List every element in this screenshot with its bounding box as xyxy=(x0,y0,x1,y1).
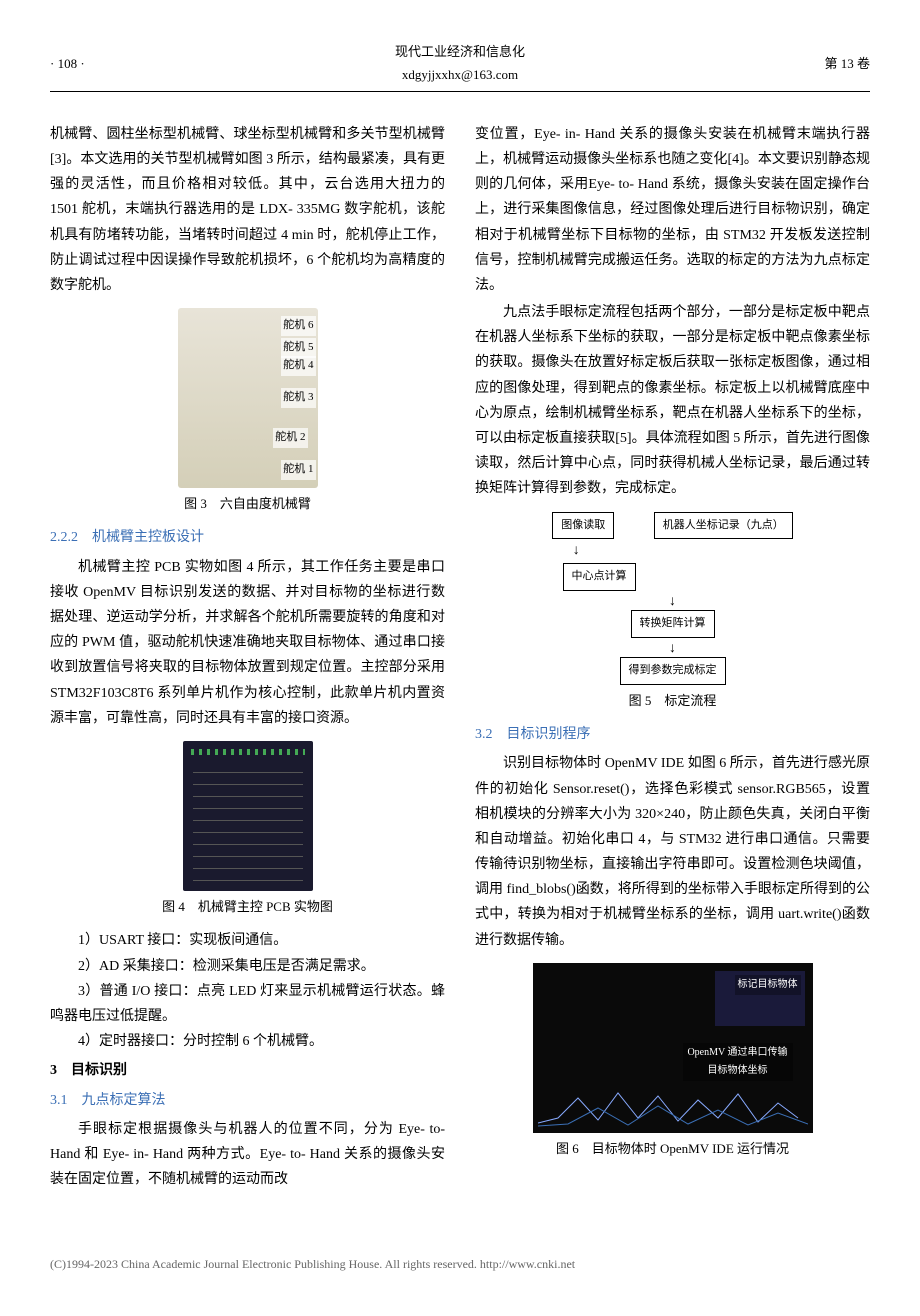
flow-box-5: 得到参数完成标定 xyxy=(620,657,726,685)
section-31: 3.1 九点标定算法 xyxy=(50,1088,445,1113)
servo-label-2: 舵机 2 xyxy=(273,428,307,448)
para-nine-point: 九点法手眼标定流程包括两个部分，一部分是标定板中靶点在机器人坐标系下坐标的获取，… xyxy=(475,300,870,502)
figure-5-caption: 图 5 标定流程 xyxy=(475,689,870,712)
figure-4-image xyxy=(183,741,313,891)
waveform-icon xyxy=(538,1088,808,1128)
para-eye-hand: 变位置，Eye- in- Hand 关系的摄像头安装在机械臂末端执行器上，机械臂… xyxy=(475,122,870,298)
figure-6-caption: 图 6 目标物体时 OpenMV IDE 运行情况 xyxy=(475,1137,870,1160)
page-number: · 108 · xyxy=(50,52,150,75)
servo-label-5: 舵机 5 xyxy=(281,338,315,358)
figure-4: 图 4 机械臂主控 PCB 实物图 xyxy=(50,741,445,918)
para-calibration: 手眼标定根据摄像头与机器人的位置不同，分为 Eye- to- Hand 和 Ey… xyxy=(50,1117,445,1193)
list-item-3: 3）普通 I/O 接口：点亮 LED 灯来显示机械臂运行状态。蜂鸣器电压过低提醒… xyxy=(50,979,445,1029)
content-area: 机械臂、圆柱坐标型机械臂、球坐标型机械臂和多关节型机械臂[3]。本文选用的关节型… xyxy=(50,122,870,1194)
copyright-text: (C)1994-2023 China Academic Journal Elec… xyxy=(50,1257,575,1271)
list-item-4: 4）定时器接口：分时控制 6 个机械臂。 xyxy=(50,1029,445,1054)
figure-6-image: 标记目标物体 OpenMV 通过串口传输目标物体坐标 xyxy=(533,963,813,1133)
figure-5: 图像读取 机器人坐标记录（九点） ↓ 中心点计算 ↓ 转换矩阵计算 ↓ 得到参数… xyxy=(475,512,870,713)
left-column: 机械臂、圆柱坐标型机械臂、球坐标型机械臂和多关节型机械臂[3]。本文选用的关节型… xyxy=(50,122,445,1194)
figure-3-image: 舵机 6 舵机 5 舵机 4 舵机 3 舵机 2 舵机 1 xyxy=(178,308,318,488)
flow-box-1: 图像读取 xyxy=(552,512,614,540)
flow-box-3: 中心点计算 xyxy=(563,563,636,591)
arrow-icon: ↓ xyxy=(533,642,813,656)
page-header: · 108 · 现代工业经济和信息化 xdgyjjxxhx@163.com 第 … xyxy=(50,40,870,92)
section-222: 2.2.2 机械臂主控板设计 xyxy=(50,525,445,550)
servo-label-3: 舵机 3 xyxy=(281,388,315,408)
header-center: 现代工业经济和信息化 xdgyjjxxhx@163.com xyxy=(150,40,770,87)
servo-label-4: 舵机 4 xyxy=(281,356,315,376)
servo-label-6: 舵机 6 xyxy=(281,316,315,336)
list-item-1: 1）USART 接口：实现板间通信。 xyxy=(50,928,445,953)
right-column: 变位置，Eye- in- Hand 关系的摄像头安装在机械臂末端执行器上，机械臂… xyxy=(475,122,870,1194)
para-arm-types: 机械臂、圆柱坐标型机械臂、球坐标型机械臂和多关节型机械臂[3]。本文选用的关节型… xyxy=(50,122,445,298)
list-item-2: 2）AD 采集接口：检测采集电压是否满足需求。 xyxy=(50,954,445,979)
figure-6: 标记目标物体 OpenMV 通过串口传输目标物体坐标 图 6 目标物体时 Ope… xyxy=(475,963,870,1160)
journal-name: 现代工业经济和信息化 xyxy=(150,40,770,63)
fig6-label-1: 标记目标物体 xyxy=(735,975,801,995)
figure-4-caption: 图 4 机械臂主控 PCB 实物图 xyxy=(50,895,445,918)
figure-3-caption: 图 3 六自由度机械臂 xyxy=(50,492,445,515)
figure-3: 舵机 6 舵机 5 舵机 4 舵机 3 舵机 2 舵机 1 图 3 六自由度机械… xyxy=(50,308,445,515)
section-3: 3 目标识别 xyxy=(50,1058,445,1083)
volume: 第 13 卷 xyxy=(770,52,870,75)
arrow-icon: ↓ xyxy=(573,544,580,558)
figure-5-flowchart: 图像读取 机器人坐标记录（九点） ↓ 中心点计算 ↓ 转换矩阵计算 ↓ 得到参数… xyxy=(533,512,813,685)
para-target-program: 识别目标物体时 OpenMV IDE 如图 6 所示，首先进行感光原件的初始化 … xyxy=(475,751,870,953)
section-32: 3.2 目标识别程序 xyxy=(475,722,870,747)
arrow-icon: ↓ xyxy=(533,595,813,609)
flow-box-4: 转换矩阵计算 xyxy=(631,610,715,638)
flow-box-2: 机器人坐标记录（九点） xyxy=(654,512,793,540)
fig6-label-2: OpenMV 通过串口传输目标物体坐标 xyxy=(683,1043,793,1081)
page-footer: (C)1994-2023 China Academic Journal Elec… xyxy=(50,1234,870,1276)
journal-email: xdgyjjxxhx@163.com xyxy=(150,63,770,86)
para-pcb: 机械臂主控 PCB 实物如图 4 所示，其工作任务主要是串口接收 OpenMV … xyxy=(50,555,445,731)
servo-label-1: 舵机 1 xyxy=(281,460,315,480)
